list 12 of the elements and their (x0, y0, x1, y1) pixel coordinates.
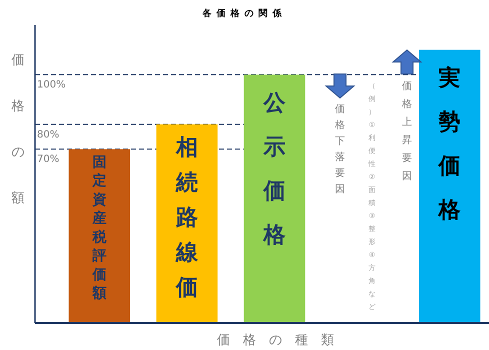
x-tick-label: 固定資産税評価額 (91, 154, 108, 302)
ref-line-label: 70% (37, 154, 60, 166)
ref-line-label: 100% (37, 80, 66, 91)
annotation: 価格下落要因 (334, 104, 345, 195)
x-tick-label: 実勢価格 (438, 65, 462, 224)
annotation: 価格上昇要因 (401, 81, 412, 182)
text: 価格の額 (12, 53, 24, 206)
x-axis-title: 価格の種類 (217, 333, 347, 348)
x-tick-label: 相続路線価 (174, 136, 199, 300)
x-tick-label: 公示価格 (262, 90, 286, 248)
ref-line-label: 80% (37, 129, 60, 140)
chart-title: 各価格の関係 (202, 8, 286, 19)
